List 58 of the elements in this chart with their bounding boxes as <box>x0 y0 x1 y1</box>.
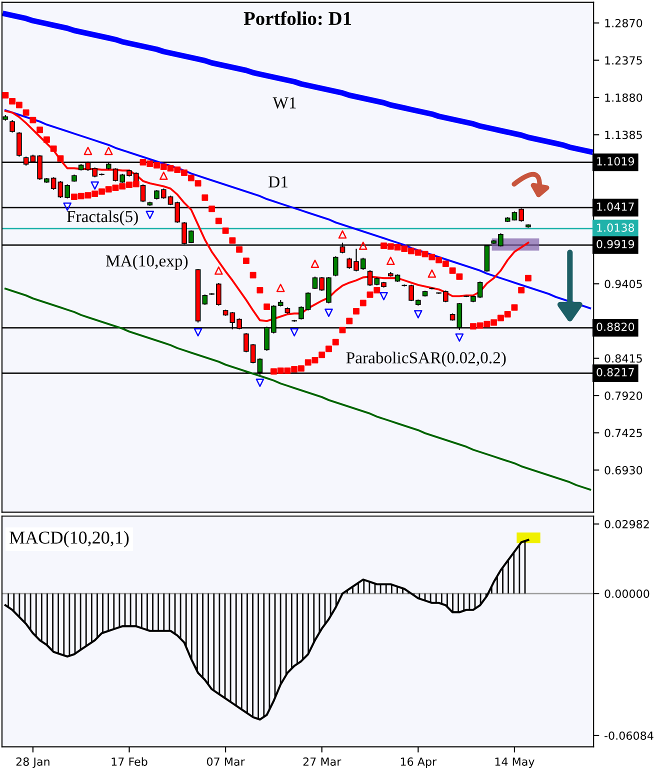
x-tick-label: 28 Jan <box>16 757 50 768</box>
y-tick-label: 0.6930 <box>604 466 642 474</box>
annotation: D1 <box>268 176 288 188</box>
y-tick-label: 0.7920 <box>604 392 642 400</box>
ref-line-label: 0.8217 <box>596 368 634 376</box>
x-tick-label: 17 Feb <box>112 757 148 766</box>
y-tick-label: 1.2375 <box>605 56 642 65</box>
y-tick-label: 0.7425 <box>604 428 642 438</box>
candlestick <box>332 256 338 277</box>
y-tick-label: -0.06084 <box>604 731 654 740</box>
y-tick-label: 1.2870 <box>605 18 642 28</box>
point <box>90 181 100 190</box>
ref-line-label: 1.0138 <box>597 223 634 232</box>
x-tick-label: 07 Mar <box>206 757 245 766</box>
x-tick-label: 27 Mar <box>303 757 342 766</box>
ref-line-label: 1.1019 <box>597 157 634 166</box>
point <box>256 378 264 387</box>
point <box>159 172 168 180</box>
candlestick <box>10 120 15 134</box>
candlestick <box>16 132 22 158</box>
point <box>290 328 299 336</box>
line-series <box>4 288 592 491</box>
point <box>428 269 436 278</box>
point <box>380 292 388 300</box>
point <box>386 256 395 265</box>
point <box>276 284 285 292</box>
y-tick-label: 0.02982 <box>604 520 649 528</box>
annotation: ParabolicSAR(0.02,0.2) <box>346 352 506 367</box>
point <box>338 230 347 239</box>
point <box>194 328 202 336</box>
point <box>63 202 72 211</box>
candlestick <box>202 294 208 306</box>
ref-line-label: 1.0417 <box>597 202 634 211</box>
ref-line-label: 0.9919 <box>596 240 634 248</box>
y-tick-label: 1.1385 <box>605 130 642 140</box>
point <box>455 333 464 342</box>
point <box>84 146 92 156</box>
point <box>414 310 422 318</box>
point <box>324 308 333 317</box>
ref-line-label: 0.8820 <box>596 322 634 332</box>
text: MACD(10,20,1) <box>10 531 129 548</box>
line-series <box>4 109 592 310</box>
y-tick-label: 0.00000 <box>604 590 650 598</box>
point <box>214 266 223 275</box>
annotation: W1 <box>272 97 296 109</box>
point <box>104 146 113 156</box>
annotation: Fractals(5) <box>66 210 138 226</box>
line-series <box>4 110 530 322</box>
y-tick-label: 0.9405 <box>604 280 642 288</box>
chart-title: Portfolio: D1 <box>244 11 352 26</box>
y-tick-label: 1.1880 <box>605 93 642 102</box>
point <box>358 242 368 250</box>
point <box>310 260 320 268</box>
x-tick-label: 14 May <box>495 758 534 768</box>
y-tick-label: 0.8415 <box>604 354 642 363</box>
point <box>146 210 154 220</box>
x-tick-label: 16 Apr <box>400 757 437 768</box>
annotation: MA(10,exp) <box>106 254 188 270</box>
